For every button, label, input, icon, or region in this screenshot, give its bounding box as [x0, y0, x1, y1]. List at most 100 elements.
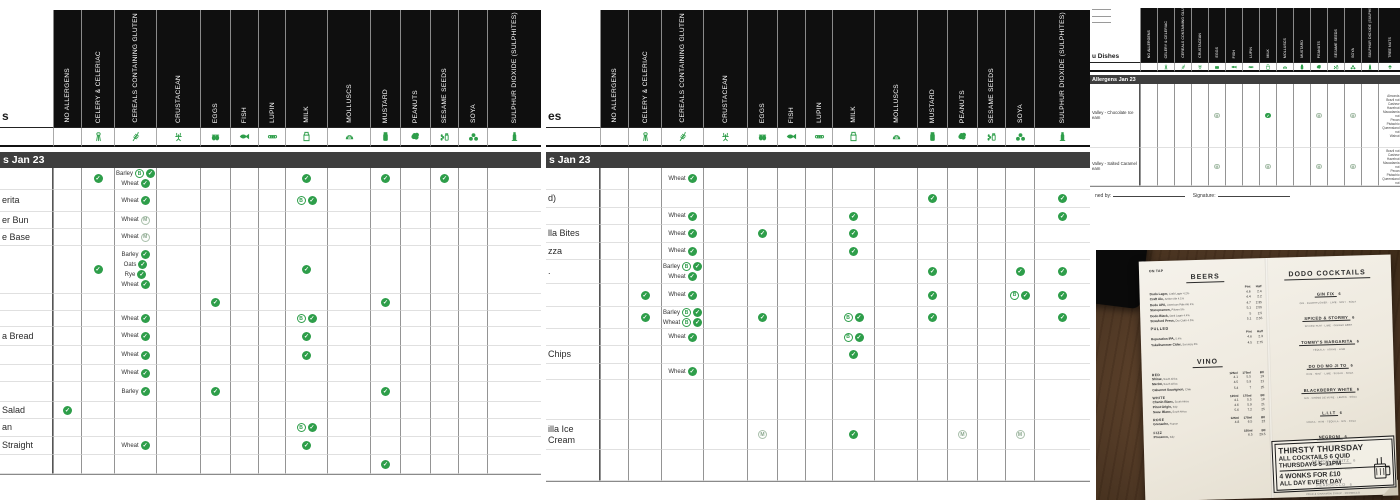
allergen-cell: [114, 455, 156, 474]
check-mark-icon: ✓: [302, 265, 311, 274]
grain-label: Oats: [123, 261, 137, 268]
allergen-cell: [832, 364, 874, 380]
allergen-cell: [114, 294, 156, 311]
allergen-cell: [917, 329, 947, 346]
allergen-cell: [81, 365, 114, 382]
allergen-column-header: FISH: [230, 10, 258, 127]
allergen-cell: [947, 243, 977, 260]
allergen-cell: [430, 346, 458, 365]
dish-label: [546, 364, 600, 380]
allergen-cell: [874, 190, 917, 208]
dish-label: d): [546, 190, 600, 208]
m-ring-mark-icon: M: [1015, 430, 1025, 439]
grain-label: Wheat: [121, 217, 139, 223]
allergen-cell: [327, 168, 370, 190]
allergen-cell: ✓: [832, 346, 874, 364]
check-mark-icon: ✓: [146, 169, 155, 178]
corner-note-line: [1092, 15, 1111, 17]
check-mark-icon: ✓: [928, 194, 937, 203]
allergen-cell: [53, 294, 81, 311]
allergen-cell: [458, 437, 487, 455]
allergen-cell: Barley B ✓ Wheat B ✓: [661, 307, 703, 329]
check-mark-icon: ✓: [140, 441, 150, 450]
allergen-cell: [258, 246, 285, 294]
allergen-cell: Wheat ✓: [661, 168, 703, 190]
allergen-column-header: CRUSTACEAN: [703, 10, 747, 127]
allergen-cell: [947, 208, 977, 225]
allergen-cell: [600, 329, 628, 346]
check-mark-icon: ✓: [687, 246, 697, 256]
allergen-cell: [805, 329, 832, 346]
b-ring-mark-icon: B: [296, 196, 306, 205]
allergen-cell: [1242, 148, 1259, 186]
allergen-cell: [81, 346, 114, 365]
allergen-cell: [53, 190, 81, 212]
allergen-cell: ✓: [81, 246, 114, 294]
allergen-cell: [400, 190, 430, 212]
check-mark-icon: ✓: [93, 174, 103, 183]
grain-label: Wheat: [121, 180, 139, 187]
allergen-cell: [53, 327, 81, 346]
allergen-cell: [1034, 380, 1090, 420]
check-mark-icon: ✓: [93, 265, 103, 274]
allergen-cell: [747, 190, 777, 208]
check-mark-icon: ✓: [1265, 112, 1271, 119]
allergen-cell: [874, 243, 917, 260]
allergen-cell: [258, 455, 285, 474]
allergen-cell: [977, 284, 1005, 307]
crustacean-icon: [703, 127, 747, 147]
allergen-cell: [400, 402, 430, 419]
allergen-cell: [370, 246, 400, 294]
menu-photo: ON TAP BEERS Pint Half Dodo Lager, Craft …: [1096, 250, 1400, 500]
b-ring-mark-icon: B: [135, 169, 144, 178]
allergen-cell: [258, 294, 285, 311]
allergen-cell: [874, 380, 917, 420]
allergen-cell: [258, 190, 285, 212]
dish-label: .: [546, 260, 600, 284]
allergen-cell: [832, 168, 874, 190]
allergen-cell: [327, 190, 370, 212]
crustacean-icon: [156, 127, 200, 147]
allergen-column-header: NO ALLERGENS: [53, 10, 81, 127]
allergen-cell: ✓: [285, 168, 327, 190]
allergen-cell: [370, 229, 400, 246]
check-mark-icon: ✓: [640, 290, 650, 300]
wheat-icon: [661, 127, 703, 147]
allergen-cell: [777, 380, 805, 420]
allergen-cell: [947, 380, 977, 420]
allergen-column-header: LUPIN: [805, 10, 832, 127]
allergen-cell: [400, 365, 430, 382]
allergen-cell: [805, 380, 832, 420]
check-mark-icon: ✓: [849, 430, 858, 439]
allergen-cell: Wheat ✓: [114, 365, 156, 382]
check-mark-icon: ✓: [758, 313, 767, 322]
check-mark-icon: ✓: [302, 350, 311, 360]
allergen-cell: [200, 346, 230, 365]
allergen-cell: [661, 346, 703, 364]
m-ring-mark-icon: M: [140, 232, 150, 242]
menu-right-column: DODO COCKTAILS GIN FIX 6 GIN · ELDERFLOWER…: [1271, 261, 1397, 496]
allergen-cell: [628, 329, 661, 346]
allergen-cell: [200, 246, 230, 294]
allergen-cell: [327, 311, 370, 327]
allergen-cell: ✓: [1005, 260, 1034, 284]
m-ring-mark-icon: M: [758, 430, 767, 439]
dish-label: Valley - Chocolate Ice eam: [1090, 84, 1140, 148]
allergen-cell: Wheat ✓: [661, 329, 703, 346]
allergen-cell: Wheat ✓: [114, 311, 156, 327]
allergen-cell: [874, 225, 917, 243]
allergen-cell: [430, 437, 458, 455]
allergen-cell: [400, 168, 430, 190]
allergen-cell: [777, 190, 805, 208]
allergen-column-header: MOLLUSCS: [874, 10, 917, 127]
allergen-cell: [747, 380, 777, 420]
dishes-column-header: u Dishes: [1090, 8, 1140, 62]
allergen-cell: [285, 382, 327, 402]
check-mark-icon: ✓: [849, 350, 858, 359]
check-mark-icon: ✓: [440, 174, 449, 183]
allergen-table-middle: es NO ALLERGENS CELERY & CELERIAC CEREALS C…: [546, 10, 1090, 482]
check-mark-icon: ✓: [302, 331, 311, 341]
allergen-cell: [661, 190, 703, 208]
check-mark-icon: ✓: [140, 350, 150, 360]
eggs-icon: [747, 127, 777, 147]
